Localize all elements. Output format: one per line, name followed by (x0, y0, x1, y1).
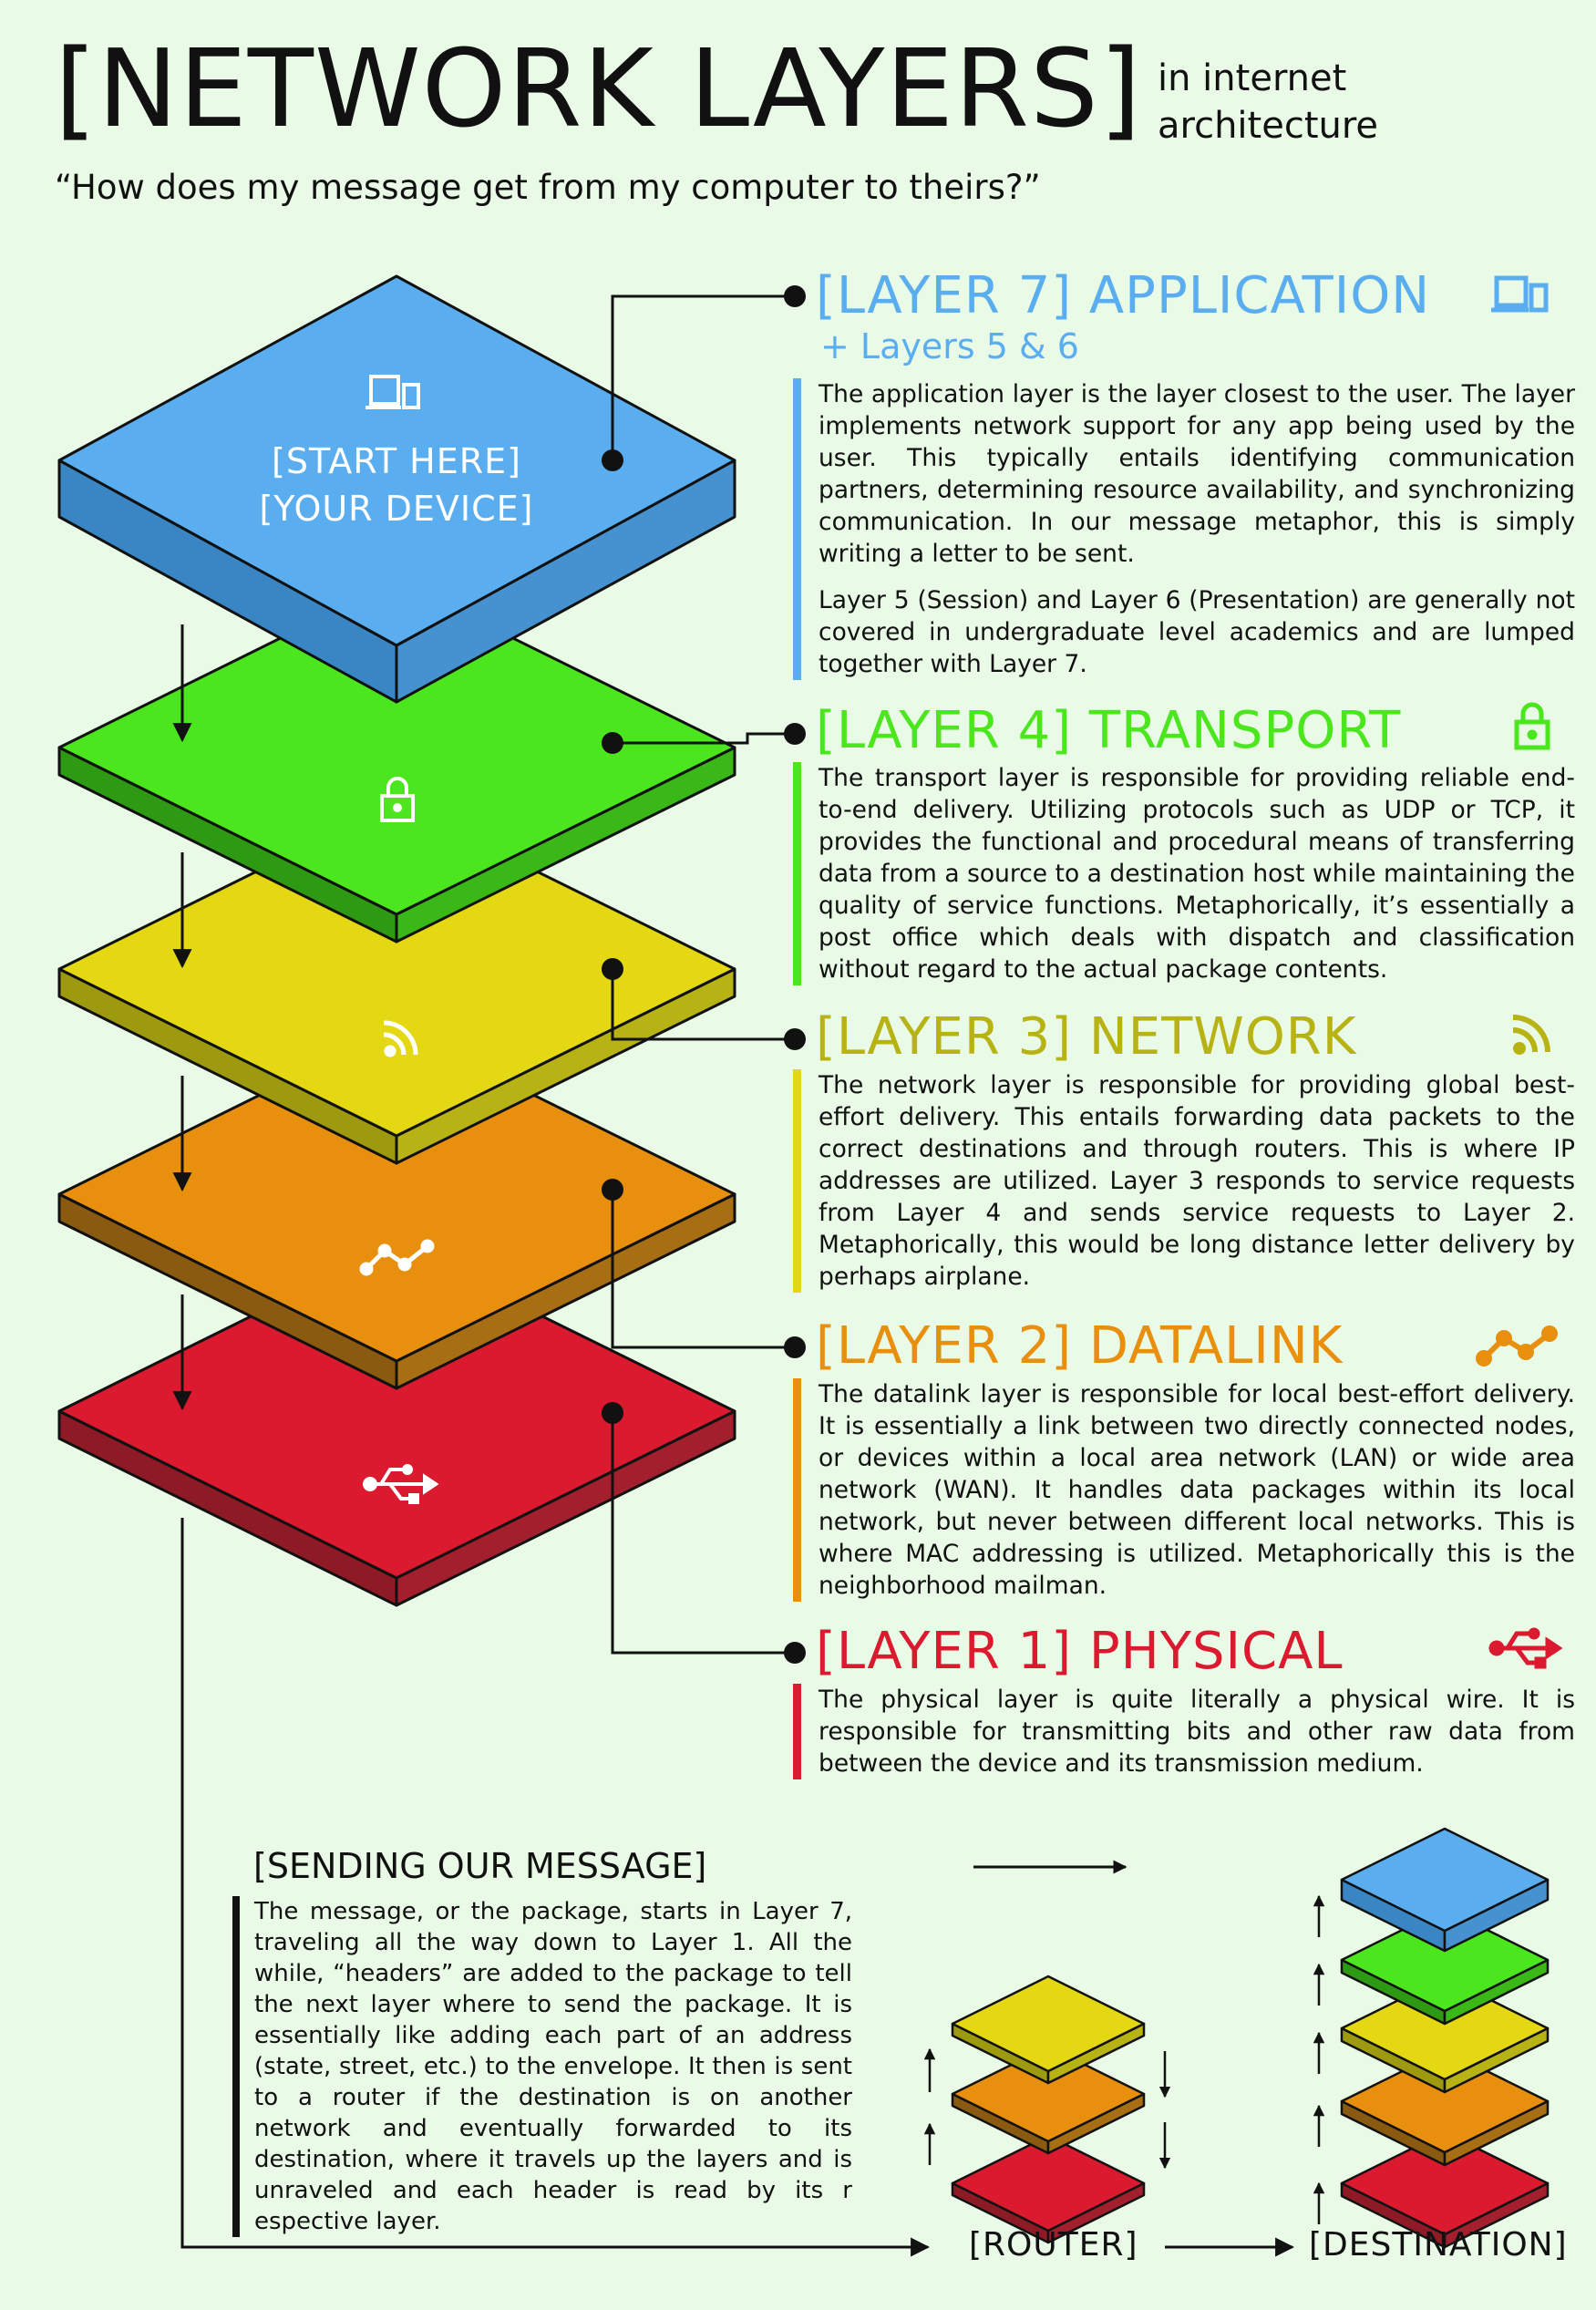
router-stack (951, 1975, 1146, 2244)
layer-1-desc-para: The physical layer is quite literally a … (819, 1686, 1575, 1778)
layer-1-description: The physical layer is quite literally a … (793, 1684, 1575, 1779)
title-usb-icon (1488, 1627, 1563, 1669)
lock-icon (380, 777, 415, 822)
layer-7-subtitle: + Layers 5 & 6 (820, 326, 1079, 366)
start-label-line1: [START HERE] (272, 441, 521, 481)
page-subtitle-line1: in internet (1158, 57, 1347, 99)
router-arrows (923, 2047, 1171, 2170)
rss-icon (383, 1020, 418, 1057)
layer-3-title: [LAYER 3] NETWORK (816, 1007, 1357, 1067)
flow-line (180, 1518, 1295, 2257)
sending-title: [SENDING OUR MESSAGE] (253, 1846, 707, 1886)
title-trend-icon (1476, 1325, 1558, 1366)
destination-label: [DESTINATION] (1309, 2226, 1568, 2264)
layer-7-description: The application layer is the layer close… (793, 378, 1575, 680)
layer-4-title: [LAYER 4] TRANSPORT (816, 701, 1402, 760)
tagline: “How does my message get from my compute… (55, 168, 1041, 207)
layer-3-description: The network layer is responsible for pro… (793, 1069, 1575, 1293)
layer-7-title: [LAYER 7] APPLICATION (816, 266, 1431, 325)
layer-4-desc-para: The transport layer is responsible for p… (819, 764, 1575, 984)
layer-7-desc-para2: Layer 5 (Session) and Layer 6 (Presentat… (819, 586, 1575, 678)
slab-network (57, 800, 736, 1165)
title-rss-icon (1512, 1015, 1550, 1055)
layer-3-desc-para: The network layer is responsible for pro… (819, 1071, 1575, 1291)
title-device-icon (1491, 275, 1549, 313)
layer-4-description: The transport layer is responsible for p… (793, 762, 1575, 985)
layer-7-desc-para1: The application layer is the layer close… (819, 380, 1575, 568)
layer-1-title: [LAYER 1] PHYSICAL (816, 1622, 1344, 1681)
title-lock-icon (1514, 702, 1550, 750)
start-label: [START HERE] [YOUR DEVICE] (214, 438, 579, 532)
start-label-line2: [YOUR DEVICE] (259, 489, 534, 529)
layer-2-desc-para: The datalink layer is responsible for lo… (819, 1380, 1575, 1600)
slab-application (57, 274, 736, 704)
trend-icon (359, 1239, 435, 1276)
layer-2-title: [LAYER 2] DATALINK (816, 1316, 1344, 1376)
slab-physical (57, 1243, 736, 1607)
router-label: [ROUTER] (969, 2226, 1138, 2264)
sending-body: The message, or the package, starts in L… (232, 1896, 852, 2237)
device-icon (366, 375, 420, 409)
connector-lines (611, 294, 795, 1655)
layer-2-description: The datalink layer is responsible for lo… (793, 1378, 1575, 1602)
connector-dots (602, 285, 806, 1664)
page-subtitle-line2: architecture (1158, 105, 1379, 147)
destination-stack (1340, 1827, 1550, 2249)
usb-icon (363, 1464, 439, 1504)
page-title: [NETWORK LAYERS] (55, 26, 1142, 151)
slab-transport (57, 579, 736, 944)
slab-datalink (57, 1026, 736, 1390)
